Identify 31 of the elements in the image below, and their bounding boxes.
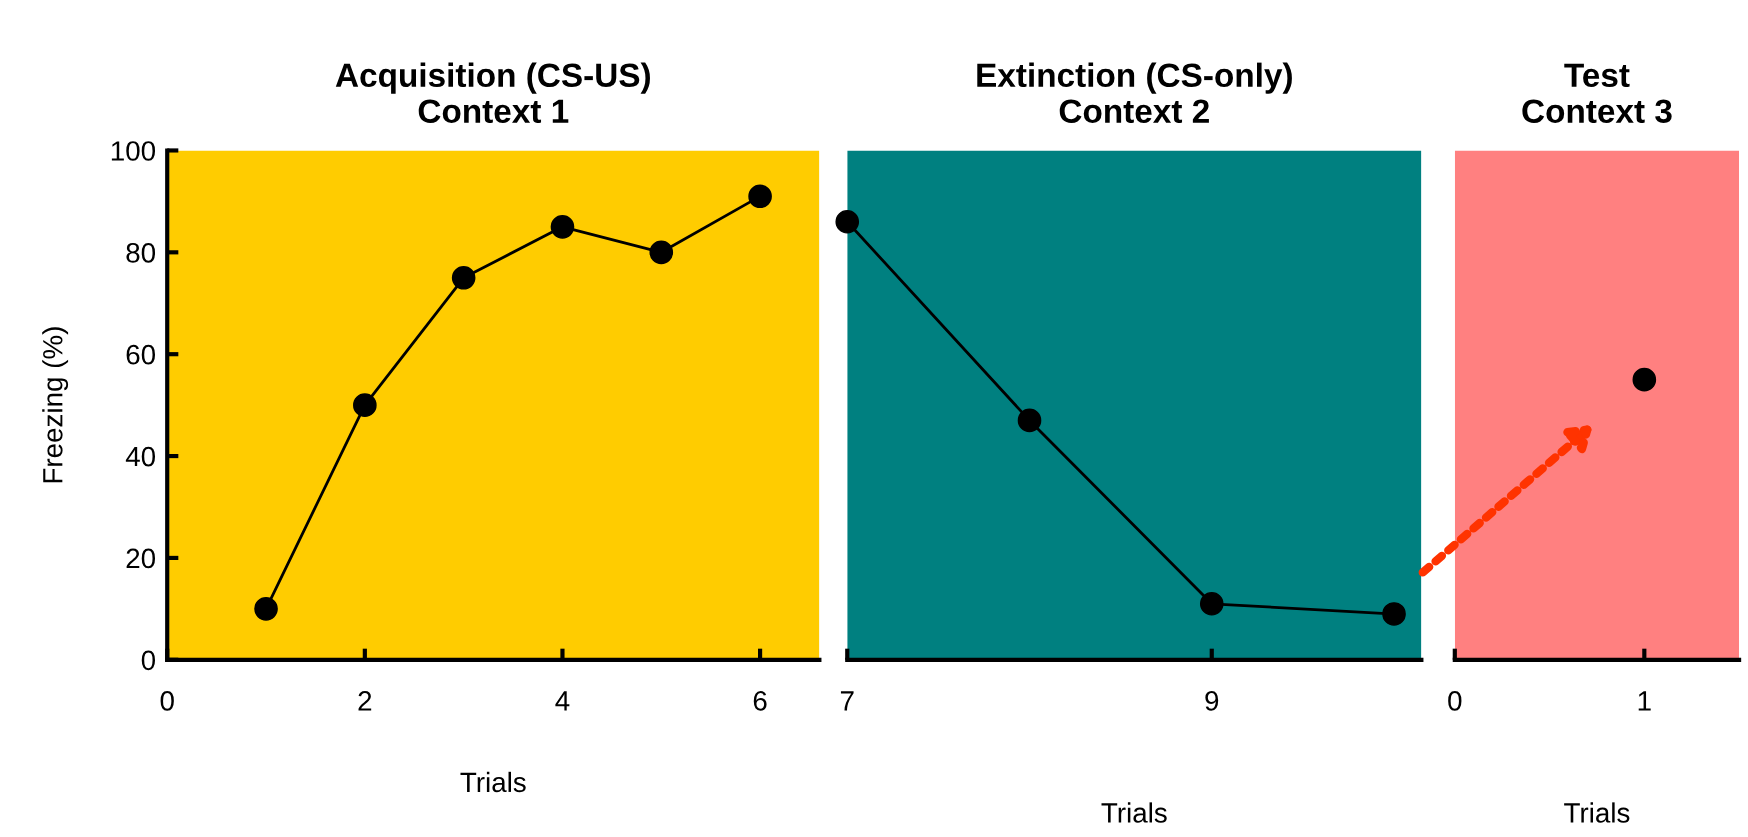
x-tick-label: 6 <box>753 691 767 711</box>
y-tick-label: 100 <box>111 141 156 161</box>
point <box>649 240 674 265</box>
chart-title: Test Context 3 <box>1522 63 1672 124</box>
point <box>254 597 278 621</box>
y-tick-label: 40 <box>125 446 156 467</box>
x-axis-title: Trials <box>1564 802 1630 823</box>
y-tick-label: 0 <box>141 650 156 671</box>
chart-title: Acquisition (CS-US) Context 1 <box>335 62 650 124</box>
x-axis-title: Trials <box>1101 802 1167 823</box>
y-tick-label: 60 <box>126 344 156 365</box>
point <box>1382 602 1406 626</box>
y-tick-label: 20 <box>126 548 156 569</box>
x-tick-label: 2 <box>358 691 372 711</box>
x-tick-label: 0 <box>160 691 174 711</box>
x-tick-label: 7 <box>840 691 854 711</box>
y-axis-title: Freezing (%) <box>42 327 69 483</box>
chart-title: Extinction (CS-only) Context 2 <box>977 62 1292 124</box>
x-tick-label: 1 <box>1638 691 1651 711</box>
point <box>1199 591 1224 616</box>
y-tick-label: 80 <box>126 242 156 263</box>
point <box>835 209 860 234</box>
point <box>1017 408 1042 433</box>
x-tick-label: 0 <box>1448 691 1462 711</box>
point <box>451 265 476 290</box>
x-axis-title: Trials <box>460 771 526 793</box>
x-tick-label: 4 <box>555 691 570 711</box>
x-tick-label: 9 <box>1205 691 1219 711</box>
point <box>748 184 772 209</box>
point <box>550 215 575 239</box>
point <box>353 393 377 417</box>
